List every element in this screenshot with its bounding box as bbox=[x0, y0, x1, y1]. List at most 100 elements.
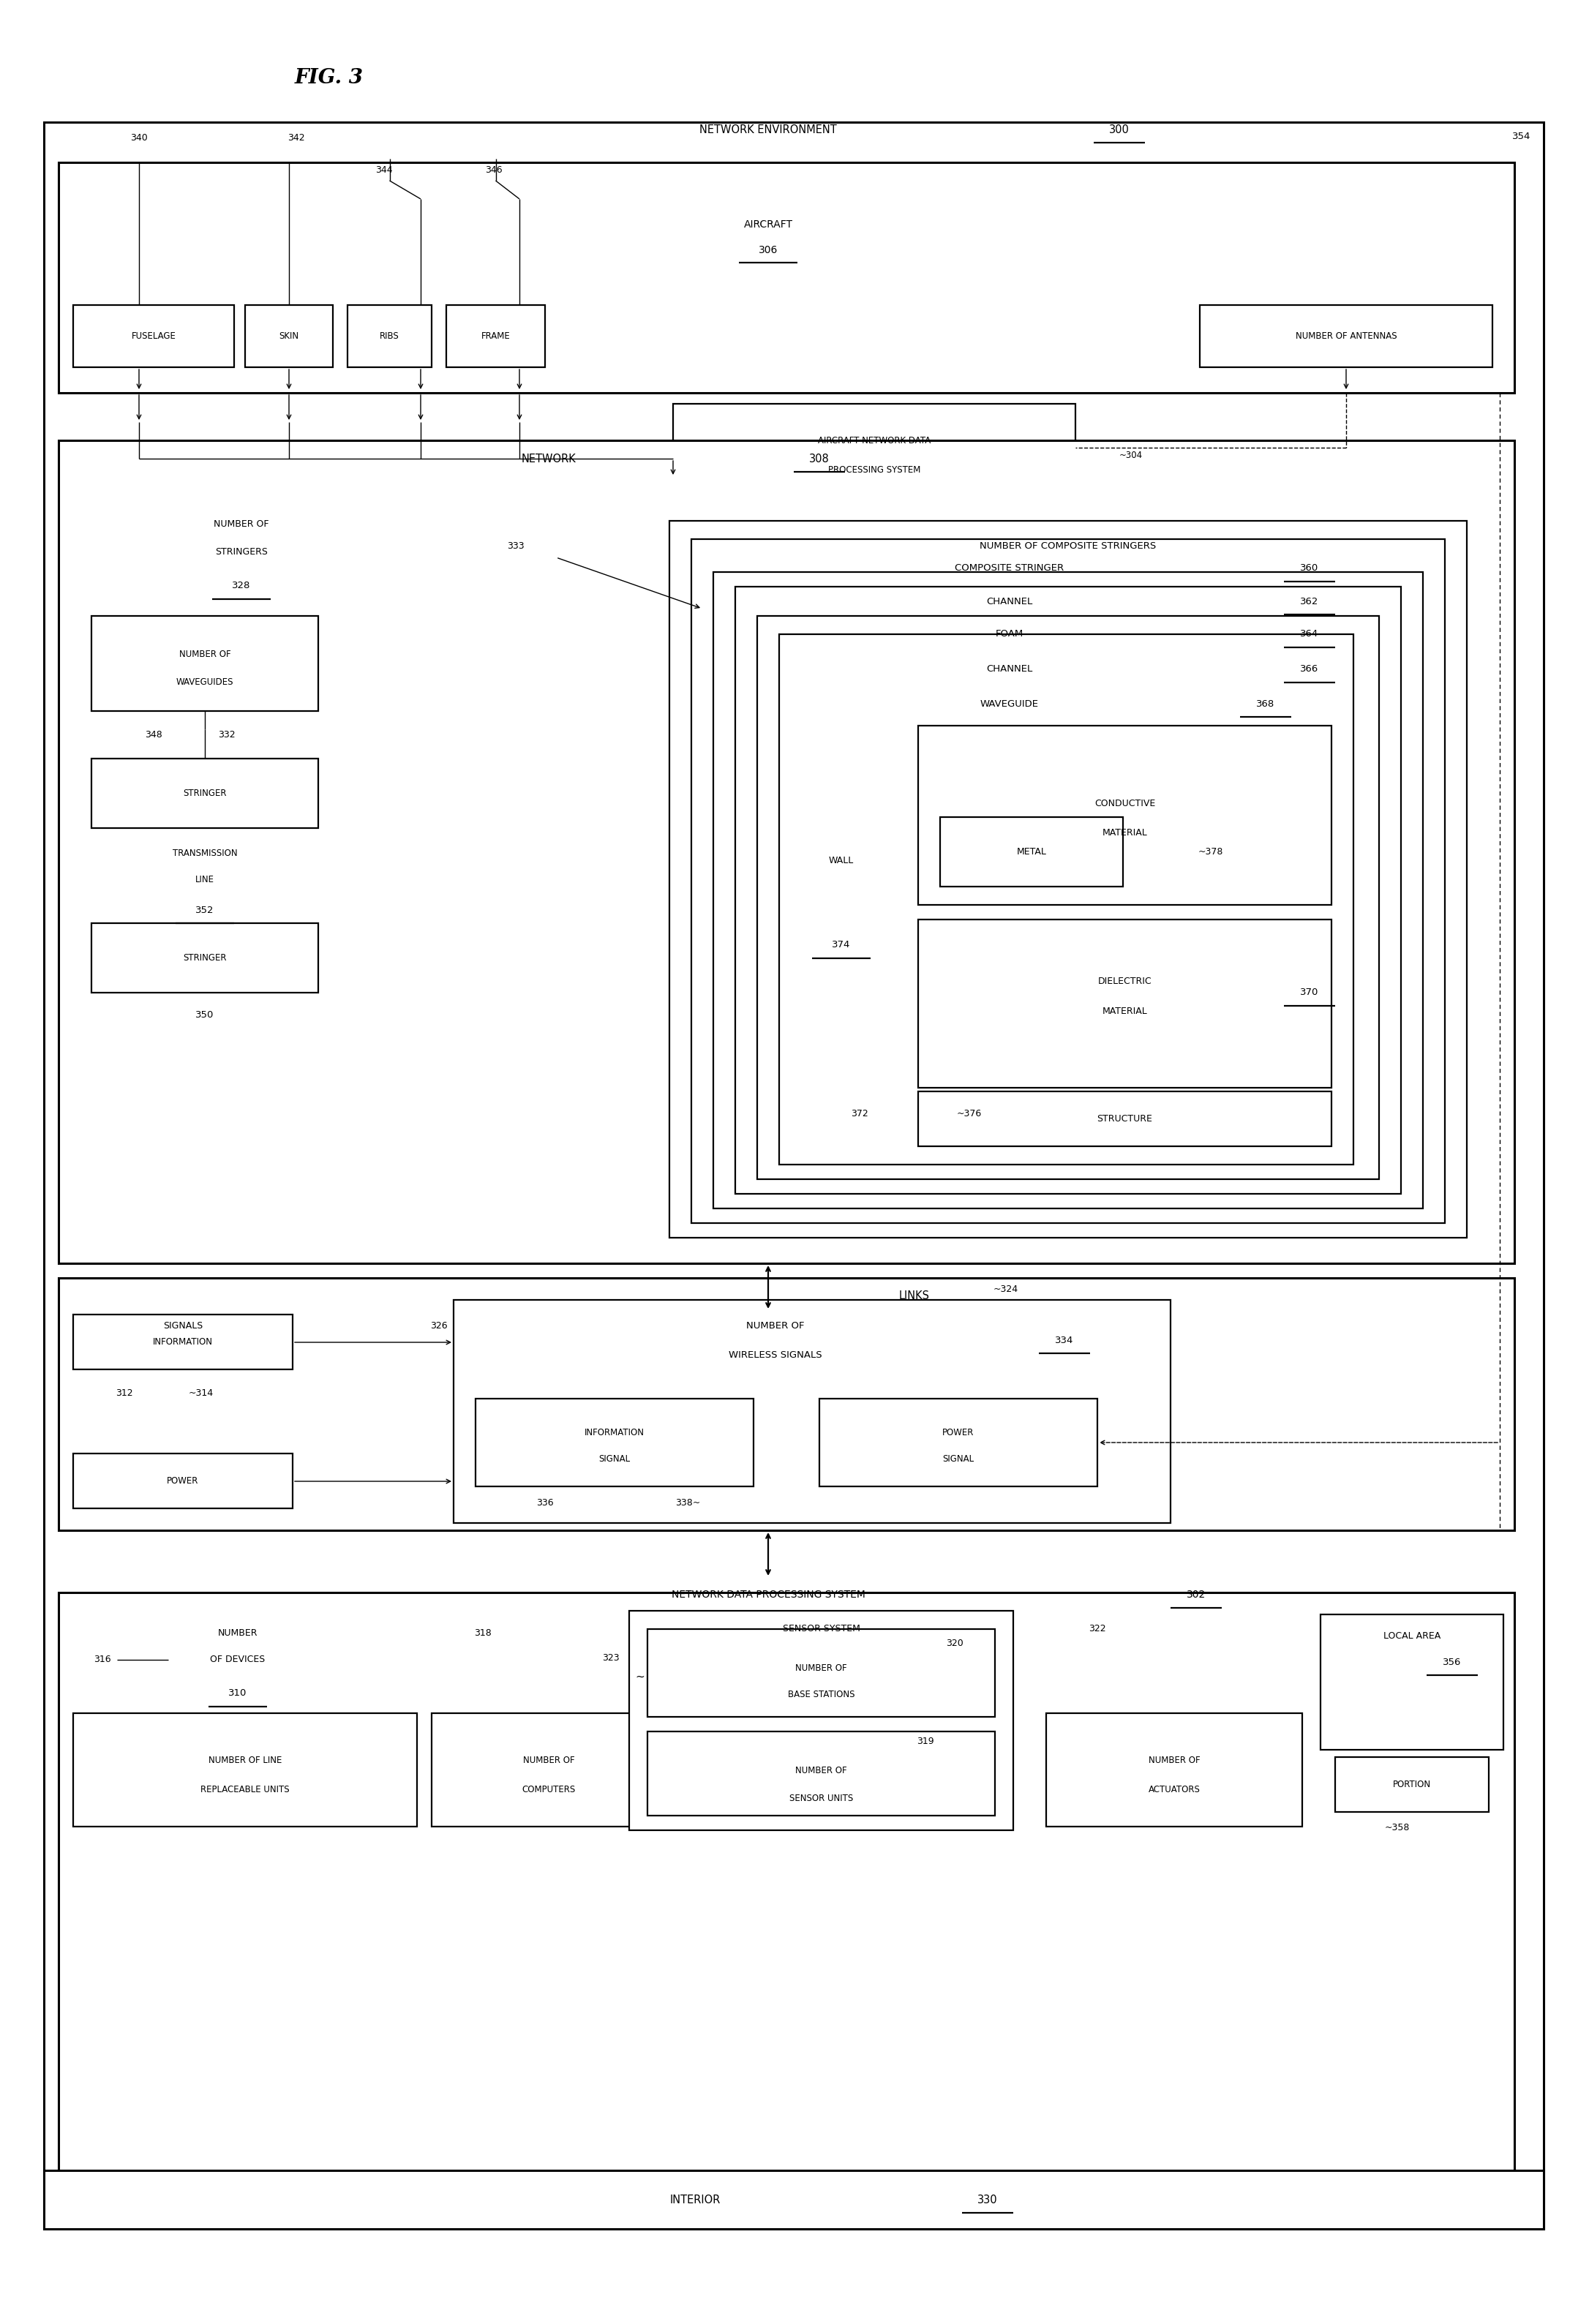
Text: 308: 308 bbox=[809, 453, 829, 465]
Bar bbox=[475, 1399, 753, 1487]
Text: NUMBER: NUMBER bbox=[218, 1629, 257, 1638]
Text: 364: 364 bbox=[1300, 630, 1319, 639]
Text: INFORMATION: INFORMATION bbox=[585, 1429, 645, 1439]
Text: NUMBER OF: NUMBER OF bbox=[1149, 1757, 1200, 1766]
Text: NETWORK ENVIRONMENT: NETWORK ENVIRONMENT bbox=[699, 123, 837, 135]
Text: PROCESSING SYSTEM: PROCESSING SYSTEM bbox=[828, 465, 920, 474]
Text: COMPOSITE STRINGER: COMPOSITE STRINGER bbox=[955, 565, 1065, 574]
Text: 356: 356 bbox=[1443, 1657, 1462, 1666]
Bar bbox=[758, 616, 1379, 1178]
Text: DIELECTRIC: DIELECTRIC bbox=[1098, 976, 1152, 985]
Text: NUMBER OF: NUMBER OF bbox=[796, 1766, 847, 1776]
Bar bbox=[918, 1092, 1332, 1146]
Text: TRANSMISSION: TRANSMISSION bbox=[173, 848, 237, 858]
Bar bbox=[92, 616, 318, 711]
Text: SENSOR UNITS: SENSOR UNITS bbox=[790, 1794, 853, 1803]
Text: STRINGER: STRINGER bbox=[183, 788, 227, 799]
Text: 346: 346 bbox=[485, 165, 502, 174]
Text: AIRCRAFT: AIRCRAFT bbox=[744, 218, 793, 230]
Bar bbox=[1320, 1615, 1503, 1750]
Text: 310: 310 bbox=[229, 1690, 246, 1699]
Text: NUMBER OF: NUMBER OF bbox=[180, 651, 230, 660]
Bar bbox=[941, 818, 1123, 885]
Text: 342: 342 bbox=[288, 132, 305, 144]
Bar bbox=[918, 725, 1332, 904]
Text: SIGNALS: SIGNALS bbox=[164, 1320, 203, 1329]
Bar bbox=[59, 1592, 1514, 2203]
Text: NUMBER OF: NUMBER OF bbox=[796, 1664, 847, 1673]
Text: NUMBER OF COMPOSITE STRINGERS: NUMBER OF COMPOSITE STRINGERS bbox=[980, 541, 1157, 551]
Text: NUMBER OF: NUMBER OF bbox=[747, 1320, 804, 1329]
Bar bbox=[629, 1611, 1014, 1831]
Bar bbox=[348, 304, 432, 367]
Text: NUMBER OF: NUMBER OF bbox=[523, 1757, 575, 1766]
Bar bbox=[1200, 304, 1492, 367]
Text: 354: 354 bbox=[1513, 132, 1530, 142]
Text: STRINGERS: STRINGERS bbox=[215, 548, 267, 558]
Text: CHANNEL: CHANNEL bbox=[987, 597, 1033, 607]
Bar bbox=[713, 572, 1422, 1208]
Text: ~: ~ bbox=[636, 1671, 645, 1683]
Text: 318: 318 bbox=[474, 1629, 491, 1638]
Text: CONDUCTIVE: CONDUCTIVE bbox=[1095, 799, 1155, 809]
Bar bbox=[73, 304, 234, 367]
Text: WAVEGUIDES: WAVEGUIDES bbox=[176, 676, 234, 686]
Text: 366: 366 bbox=[1300, 665, 1319, 674]
Text: SKIN: SKIN bbox=[280, 332, 299, 342]
Text: SIGNAL: SIGNAL bbox=[599, 1455, 631, 1464]
Text: 352: 352 bbox=[195, 906, 215, 916]
Bar bbox=[647, 1629, 995, 1717]
Text: FOAM: FOAM bbox=[996, 630, 1023, 639]
Bar bbox=[44, 2171, 1543, 2229]
Text: 312: 312 bbox=[116, 1390, 133, 1399]
Text: 306: 306 bbox=[758, 244, 777, 256]
Bar bbox=[674, 404, 1076, 493]
Bar bbox=[73, 1315, 292, 1369]
Bar bbox=[59, 1278, 1514, 1529]
Bar bbox=[1046, 1713, 1303, 1827]
Text: 326: 326 bbox=[431, 1320, 448, 1329]
Text: 322: 322 bbox=[1088, 1624, 1106, 1634]
Text: MATERIAL: MATERIAL bbox=[1103, 827, 1147, 839]
Text: 332: 332 bbox=[218, 730, 235, 739]
Text: 370: 370 bbox=[1300, 988, 1319, 997]
Text: ~304: ~304 bbox=[1119, 451, 1142, 460]
Text: 360: 360 bbox=[1300, 565, 1319, 574]
Text: SENSOR SYSTEM: SENSOR SYSTEM bbox=[782, 1624, 860, 1634]
Text: STRUCTURE: STRUCTURE bbox=[1096, 1113, 1152, 1122]
Bar bbox=[432, 1713, 666, 1827]
Text: LINE: LINE bbox=[195, 874, 215, 883]
Text: 302: 302 bbox=[1187, 1590, 1206, 1599]
Text: STRINGER: STRINGER bbox=[183, 953, 227, 962]
Bar bbox=[92, 923, 318, 992]
Text: FIG. 3: FIG. 3 bbox=[296, 67, 364, 88]
Text: RIBS: RIBS bbox=[380, 332, 399, 342]
Text: AIRCRAFT NETWORK DATA: AIRCRAFT NETWORK DATA bbox=[818, 435, 931, 446]
Bar bbox=[92, 758, 318, 827]
Text: NUMBER OF LINE: NUMBER OF LINE bbox=[208, 1757, 281, 1766]
Bar bbox=[245, 304, 332, 367]
Text: 350: 350 bbox=[195, 1011, 215, 1020]
Text: 344: 344 bbox=[375, 165, 392, 174]
Text: SIGNAL: SIGNAL bbox=[942, 1455, 974, 1464]
Text: NETWORK: NETWORK bbox=[521, 453, 577, 465]
Text: 300: 300 bbox=[1109, 123, 1130, 135]
Text: NUMBER OF: NUMBER OF bbox=[215, 521, 269, 530]
Bar bbox=[647, 1731, 995, 1815]
Text: INTERIOR: INTERIOR bbox=[669, 2194, 720, 2205]
Bar bbox=[59, 439, 1514, 1264]
Text: ~324: ~324 bbox=[993, 1285, 1019, 1294]
Text: BASE STATIONS: BASE STATIONS bbox=[788, 1690, 855, 1699]
Bar bbox=[736, 586, 1401, 1195]
Text: METAL: METAL bbox=[1017, 848, 1047, 858]
Text: 323: 323 bbox=[602, 1655, 620, 1664]
Text: 333: 333 bbox=[507, 541, 524, 551]
Text: OF DEVICES: OF DEVICES bbox=[210, 1655, 265, 1664]
Bar bbox=[59, 163, 1514, 393]
Bar bbox=[1335, 1757, 1489, 1813]
Text: 374: 374 bbox=[833, 941, 850, 951]
Text: REPLACEABLE UNITS: REPLACEABLE UNITS bbox=[200, 1785, 289, 1794]
Bar bbox=[669, 521, 1467, 1239]
Text: WALL: WALL bbox=[829, 855, 853, 867]
Text: 336: 336 bbox=[537, 1499, 553, 1508]
